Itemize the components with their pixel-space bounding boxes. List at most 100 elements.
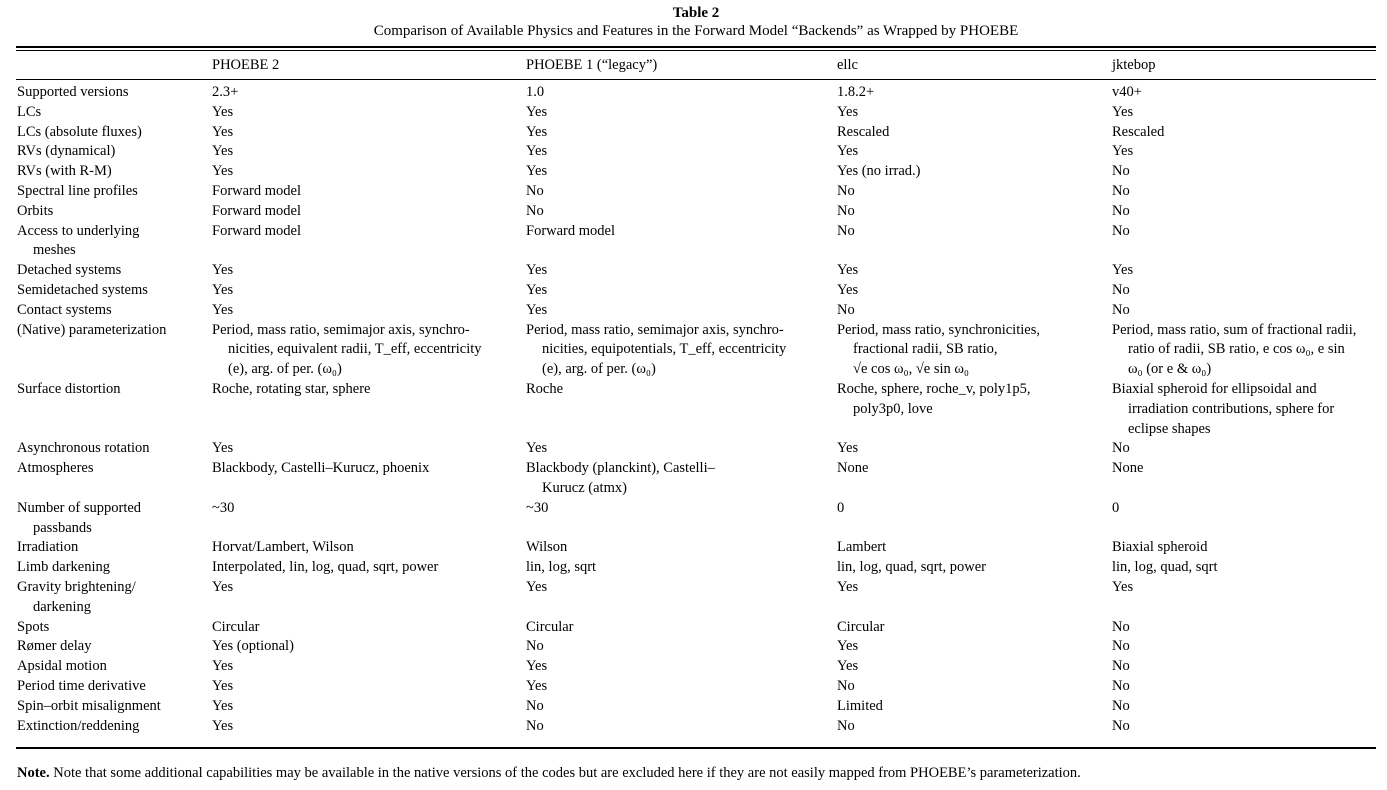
cell-line: None [1112, 460, 1144, 477]
cell-line: Yes [837, 143, 859, 160]
cell-jktebop: v40+ [1112, 83, 1382, 103]
cell-line: Yes [212, 677, 234, 694]
cell-line: Rescaled [1112, 123, 1165, 140]
cell-phoebe2: Yes [212, 123, 508, 143]
cell-phoebe2: Forward model [212, 182, 508, 202]
cell-line: Biaxial spheroid for ellipsoidal and [1112, 380, 1317, 397]
column-header-ellc: ellc [837, 57, 858, 73]
cell-feature: Spots [17, 618, 192, 638]
cell-line: Yes [837, 281, 859, 298]
cell-line: Number of supported [17, 499, 142, 516]
cell-line: No [1112, 638, 1130, 655]
cell-phoebe1: Yes [526, 439, 816, 459]
cell-line: Orbits [17, 202, 54, 219]
cell-feature: Spectral line profiles [17, 182, 192, 202]
cell-phoebe1: Circular [526, 618, 816, 638]
cell-line: Yes [212, 143, 234, 160]
cell-line: Yes [526, 301, 548, 318]
cell-feature: Asynchronous rotation [17, 439, 192, 459]
cell-line: Rescaled [837, 123, 890, 140]
cell-line: eclipse shapes [1128, 420, 1211, 437]
cell-line: 1.0 [526, 84, 545, 100]
cell-jktebop: Yes [1112, 261, 1382, 281]
cell-line: Contact systems [17, 301, 112, 318]
cell-line: Yes (optional) [212, 638, 294, 655]
cell-line: RVs (dynamical) [17, 143, 116, 160]
cell-line: Yes [837, 658, 859, 675]
cell-line: No [837, 202, 855, 219]
cell-ellc: None [837, 459, 1093, 479]
cell-jktebop: Yes [1112, 103, 1382, 123]
cell-line: Yes [526, 163, 548, 180]
cell-feature: Supported versions [17, 83, 192, 103]
cell-phoebe2: Yes [212, 677, 508, 697]
cell-line: Spin–orbit misalignment [17, 697, 161, 714]
cell-line: Yes [526, 103, 548, 120]
cell-line: nicities, equipotentials, T_eff, eccentr… [542, 341, 787, 358]
cell-line: Yes [1112, 578, 1134, 595]
cell-phoebe1: No [526, 697, 816, 717]
table-row: Asynchronous rotation Yes Yes Yes No [0, 439, 1387, 459]
cell-line: ratio of radii, SB ratio, e cos ω₀, e si… [1128, 341, 1345, 358]
cell-feature: Rømer delay [17, 637, 192, 657]
cell-feature: Period time derivative [17, 677, 192, 697]
cell-line: Yes [837, 638, 859, 655]
cell-phoebe2: Roche, rotating star, sphere [212, 380, 508, 400]
cell-line: ω₀ (or e & ω₀) [1128, 361, 1212, 378]
table-row: RVs (dynamical) Yes Yes Yes Yes [0, 142, 1387, 162]
table-title: Comparison of Available Physics and Feat… [373, 23, 1019, 39]
cell-line: Wilson [526, 539, 568, 556]
cell-jktebop: No [1112, 182, 1382, 202]
note-text: Note that some additional capabilities m… [49, 765, 1081, 781]
cell-phoebe1: Yes [526, 123, 816, 143]
note-label: Note. [17, 765, 50, 781]
cell-line: ~30 [526, 499, 549, 516]
cell-feature: RVs (dynamical) [17, 142, 192, 162]
cell-line: Limb darkening [17, 559, 111, 576]
cell-ellc: No [837, 717, 1093, 737]
cell-line: Forward model [526, 222, 615, 239]
table-note: Note. Note that some additional capabili… [17, 764, 1081, 782]
cell-phoebe1: Yes [526, 677, 816, 697]
cell-ellc: Yes [837, 103, 1093, 123]
cell-line: No [1112, 658, 1130, 675]
cell-line: Yes [1112, 262, 1134, 279]
cell-line: Yes [212, 103, 234, 120]
cell-line: No [837, 222, 855, 239]
cell-line: Yes [212, 440, 234, 457]
top-rule [16, 46, 1376, 48]
cell-line: No [837, 717, 855, 734]
cell-jktebop: No [1112, 281, 1382, 301]
cell-line: Yes [837, 103, 859, 120]
cell-line: No [526, 638, 544, 655]
cell-line: RVs (with R-M) [17, 163, 112, 180]
cell-line: Spectral line profiles [17, 182, 138, 199]
cell-phoebe2: Circular [212, 618, 508, 638]
cell-line: Yes [212, 262, 234, 279]
cell-jktebop: Yes [1112, 578, 1382, 598]
cell-ellc: Yes (no irrad.) [837, 162, 1093, 182]
table-row: LCs (absolute fluxes) Yes Yes Rescaled Resca… [0, 123, 1387, 143]
cell-line: Kurucz (atmx) [542, 479, 627, 496]
table-row: Surface distortion Roche, rotating star, … [0, 380, 1387, 439]
cell-line: Biaxial spheroid [1112, 539, 1208, 556]
cell-line: Access to underlying [17, 222, 140, 239]
cell-line: Yes [1112, 143, 1134, 160]
cell-line: No [1112, 677, 1130, 694]
cell-phoebe2: Yes [212, 162, 508, 182]
table-body: Supported versions 2.3+ 1.0 1.8.2+ v40+ LCs Ye… [0, 83, 1387, 736]
cell-phoebe1: Yes [526, 162, 816, 182]
cell-feature: Number of supported passbands [17, 499, 192, 539]
cell-ellc: Yes [837, 261, 1093, 281]
cell-feature: (Native) parameterization [17, 321, 192, 341]
cell-line: Spots [17, 618, 50, 635]
table-label: Table 2 [672, 5, 720, 21]
cell-line: Forward model [212, 182, 301, 199]
cell-feature: Gravity brightening/darkening [17, 578, 192, 618]
cell-ellc: Circular [837, 618, 1093, 638]
cell-phoebe1: Forward model [526, 222, 816, 242]
cell-line: No [1112, 281, 1130, 298]
table-row: (Native) parameterization Period, mass ra… [0, 321, 1387, 380]
cell-line: Yes [526, 677, 548, 694]
cell-ellc: Rescaled [837, 123, 1093, 143]
